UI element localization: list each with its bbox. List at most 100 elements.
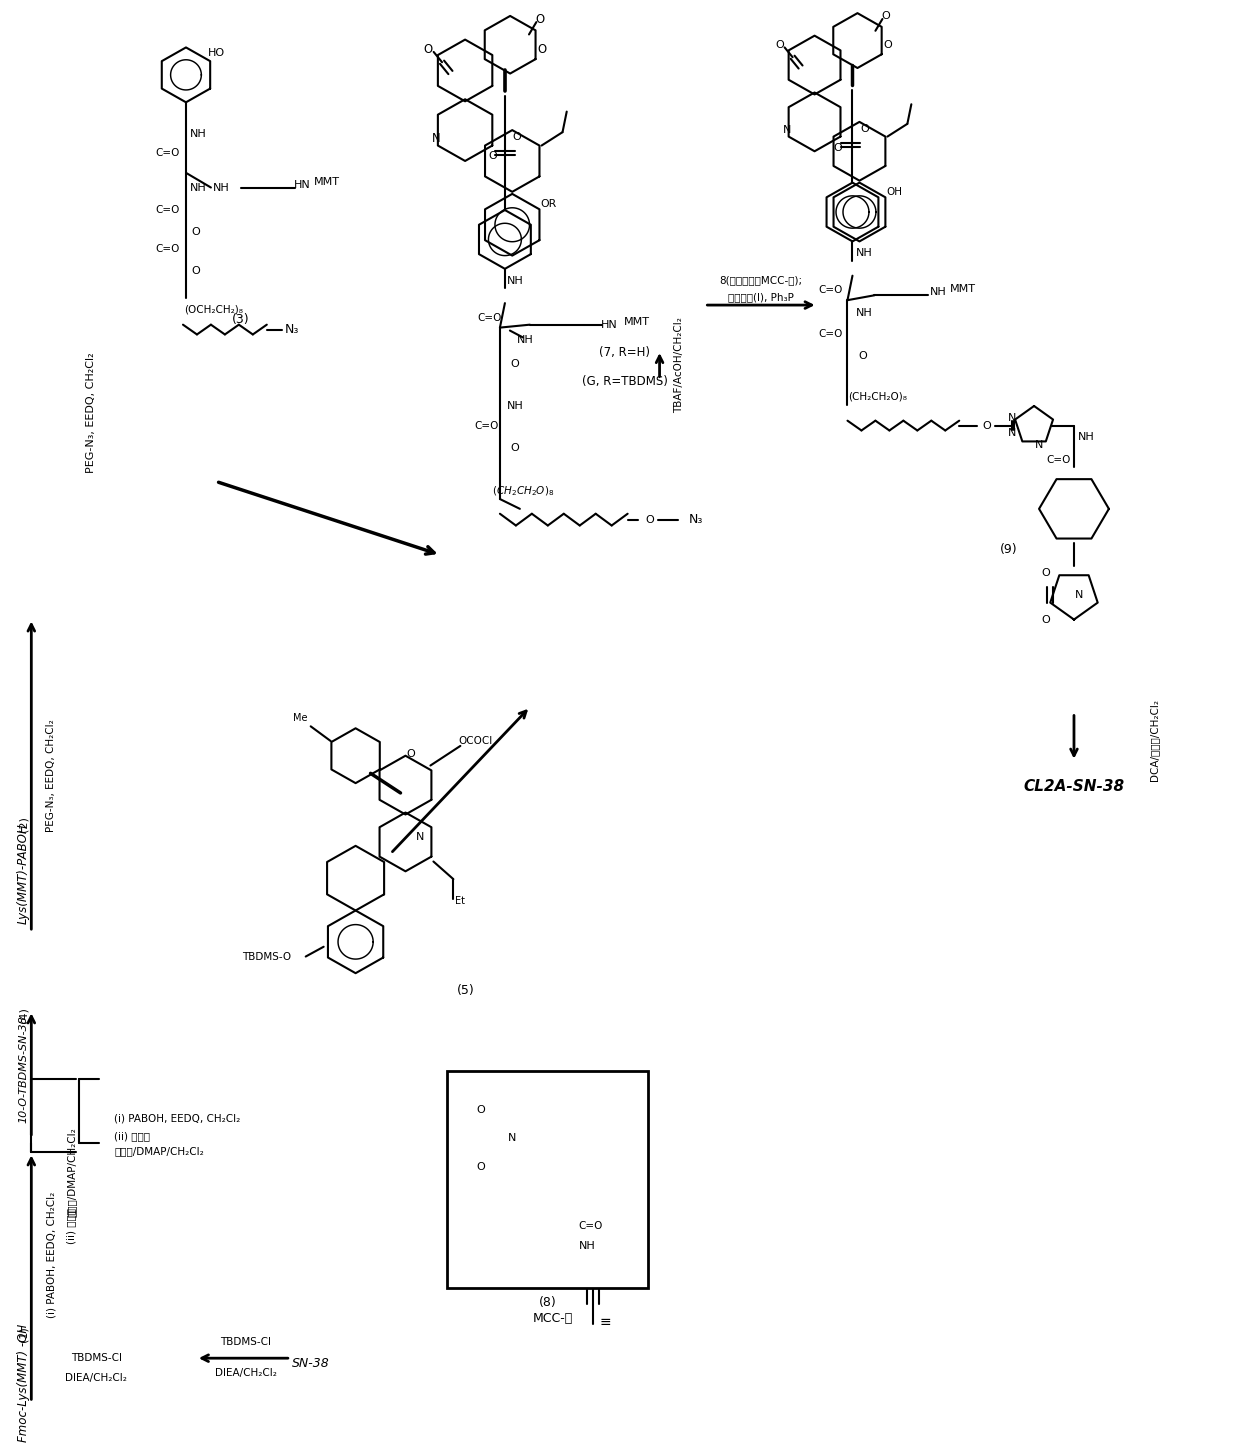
Text: DIEA/CH₂Cl₂: DIEA/CH₂Cl₂ — [66, 1372, 128, 1382]
Text: C=O: C=O — [1047, 454, 1071, 465]
Text: (1): (1) — [19, 1326, 29, 1342]
Text: (5): (5) — [456, 984, 474, 998]
Text: (9): (9) — [1001, 543, 1018, 556]
Text: (2): (2) — [19, 816, 29, 832]
Text: ($CH_2CH_2O$)$_8$: ($CH_2CH_2O$)$_8$ — [491, 485, 554, 498]
Text: (i) PABOH, EEDQ, CH₂Cl₂: (i) PABOH, EEDQ, CH₂Cl₂ — [46, 1192, 56, 1318]
Text: NH: NH — [930, 287, 946, 298]
Text: NH: NH — [517, 335, 533, 346]
Text: O: O — [858, 351, 867, 362]
Text: O: O — [191, 266, 201, 276]
Text: O: O — [512, 132, 521, 142]
Text: N₃: N₃ — [284, 322, 299, 335]
Text: 三光气/DMAP/CH₂Cl₂: 三光气/DMAP/CH₂Cl₂ — [114, 1147, 203, 1156]
Text: OCOCl: OCOCl — [459, 736, 492, 746]
Text: DIEA/CH₂Cl₂: DIEA/CH₂Cl₂ — [215, 1368, 277, 1378]
Text: TBDMS-O: TBDMS-O — [242, 951, 290, 961]
Text: (3): (3) — [232, 314, 249, 327]
Text: O: O — [833, 144, 842, 154]
Text: N: N — [417, 832, 424, 842]
Text: NH: NH — [190, 129, 206, 138]
Text: MCC-块: MCC-块 — [532, 1311, 573, 1324]
Text: O: O — [645, 514, 653, 524]
Text: HN: HN — [601, 319, 618, 330]
Text: N: N — [1075, 590, 1084, 600]
Text: O: O — [476, 1105, 485, 1115]
Text: C=O: C=O — [156, 205, 180, 215]
Text: O: O — [511, 443, 520, 453]
Text: OR: OR — [541, 199, 557, 209]
Text: O: O — [191, 227, 201, 237]
Text: HO: HO — [208, 48, 224, 58]
Text: Et: Et — [455, 896, 465, 906]
Text: OH: OH — [887, 187, 903, 197]
Text: 溴化亚铜(I), Ph₃P: 溴化亚铜(I), Ph₃P — [728, 292, 794, 302]
Text: (4): (4) — [19, 1008, 29, 1024]
Text: PEG-N₃, EEDQ, CH₂Cl₂: PEG-N₃, EEDQ, CH₂Cl₂ — [87, 353, 97, 473]
FancyBboxPatch shape — [448, 1072, 649, 1288]
Text: C=O: C=O — [475, 421, 500, 431]
Text: Lys(MMT)-PABOH: Lys(MMT)-PABOH — [17, 823, 30, 923]
Text: N: N — [782, 125, 791, 135]
Text: 三光气/DMAP/CH₂Cl₂: 三光气/DMAP/CH₂Cl₂ — [66, 1127, 76, 1217]
Text: DCA/茴香醚/CH₂Cl₂: DCA/茴香醚/CH₂Cl₂ — [1148, 698, 1159, 781]
Text: C=O: C=O — [156, 148, 180, 158]
Text: NH: NH — [579, 1240, 595, 1250]
Text: O: O — [1042, 614, 1050, 624]
Text: O: O — [983, 421, 992, 431]
Text: C=O: C=O — [477, 312, 502, 322]
Text: N: N — [1035, 440, 1043, 450]
Text: (i) PABOH, EEDQ, CH₂Cl₂: (i) PABOH, EEDQ, CH₂Cl₂ — [114, 1114, 241, 1124]
Text: (7, R=H): (7, R=H) — [599, 346, 650, 359]
Text: O: O — [861, 123, 869, 134]
Text: NH: NH — [506, 401, 523, 411]
Text: Fmoc-Lys(MMT) -OH: Fmoc-Lys(MMT) -OH — [17, 1324, 30, 1442]
Text: N: N — [432, 132, 440, 145]
Text: PEG-N₃, EEDQ, CH₂Cl₂: PEG-N₃, EEDQ, CH₂Cl₂ — [46, 719, 56, 832]
Text: O: O — [476, 1162, 485, 1172]
Text: NH: NH — [856, 248, 873, 258]
Text: O: O — [489, 151, 497, 161]
Text: NH: NH — [190, 183, 206, 193]
Text: O: O — [534, 13, 544, 26]
Text: O: O — [405, 749, 415, 759]
Text: N: N — [508, 1133, 516, 1143]
Text: MMT: MMT — [950, 285, 976, 295]
Text: O: O — [882, 12, 890, 22]
Text: N: N — [1008, 412, 1017, 423]
Text: O: O — [511, 359, 520, 369]
Text: (ii) 二乙胺: (ii) 二乙胺 — [114, 1131, 150, 1141]
Text: O: O — [537, 44, 546, 57]
Text: MMT: MMT — [314, 177, 340, 187]
Text: TBDMS-Cl: TBDMS-Cl — [71, 1353, 122, 1363]
Text: 10-O-TBDMS-SN-38: 10-O-TBDMS-SN-38 — [19, 1015, 29, 1122]
Text: TBAF/AcOH/CH₂Cl₂: TBAF/AcOH/CH₂Cl₂ — [675, 317, 684, 412]
Text: CL2A-SN-38: CL2A-SN-38 — [1023, 778, 1125, 794]
Text: NH: NH — [856, 308, 873, 318]
Text: NH: NH — [1078, 433, 1095, 443]
Text: MMT: MMT — [624, 317, 650, 327]
Text: 8(框中显示的MCC-块);: 8(框中显示的MCC-块); — [719, 276, 802, 286]
Text: O: O — [775, 41, 784, 51]
Text: C=O: C=O — [818, 286, 843, 295]
Text: Me: Me — [294, 713, 308, 723]
Text: C=O: C=O — [578, 1221, 603, 1231]
Text: (8): (8) — [539, 1295, 557, 1308]
Text: (ii) 二乙胺: (ii) 二乙胺 — [66, 1208, 76, 1244]
Text: NH: NH — [506, 276, 523, 286]
Text: N: N — [1008, 428, 1017, 439]
Text: (CH₂CH₂O)₈: (CH₂CH₂O)₈ — [848, 391, 906, 401]
Text: SN-38: SN-38 — [291, 1356, 330, 1369]
Text: TBDMS-Cl: TBDMS-Cl — [221, 1336, 272, 1346]
Text: (G, R=TBDMS): (G, R=TBDMS) — [582, 375, 667, 388]
Text: O: O — [424, 44, 433, 57]
Text: C=O: C=O — [818, 330, 843, 340]
Text: N₃: N₃ — [688, 513, 703, 526]
Text: (OCH₂CH₂)₈: (OCH₂CH₂)₈ — [185, 305, 243, 315]
Text: ≡: ≡ — [599, 1316, 611, 1329]
Text: O: O — [1042, 569, 1050, 578]
Text: NH: NH — [212, 183, 229, 193]
Text: O: O — [883, 41, 892, 51]
Text: C=O: C=O — [156, 244, 180, 254]
Text: HN: HN — [294, 180, 311, 190]
